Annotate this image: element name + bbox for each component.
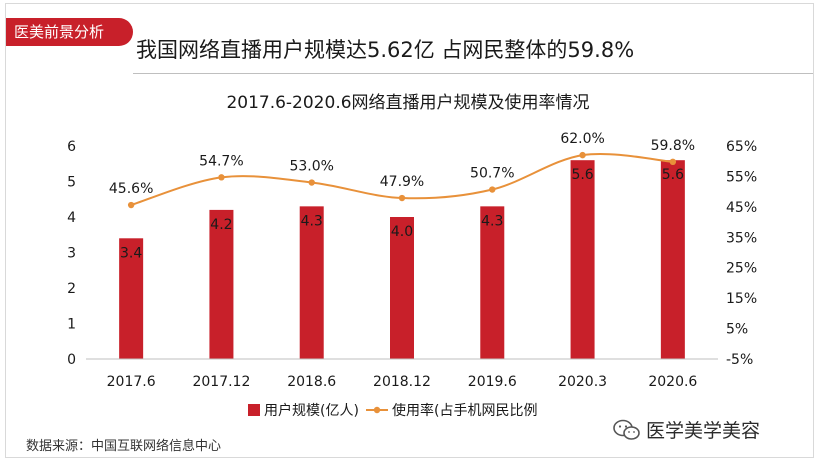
line-data-label: 45.6% — [109, 181, 153, 197]
x-tick-label: 2017.12 — [192, 374, 250, 390]
y-right-tick-label: 65% — [726, 139, 757, 155]
x-tick-label: 2020.3 — [558, 374, 607, 390]
line-point — [218, 174, 225, 181]
y-right-tick-label: -5% — [726, 352, 753, 368]
bar-data-label: 4.3 — [301, 213, 323, 229]
legend-swatch-bar — [248, 404, 260, 416]
line-point — [489, 186, 496, 193]
bar — [660, 160, 685, 359]
y-left-tick-label: 2 — [67, 281, 76, 297]
legend-swatch-point — [373, 406, 381, 414]
line-data-label: 47.9% — [380, 174, 424, 190]
y-left-tick-label: 3 — [67, 246, 76, 262]
line-data-label: 50.7% — [470, 166, 514, 182]
line-data-label: 53.0% — [289, 159, 333, 175]
line-point — [579, 151, 586, 159]
legend: 用户规模(亿人) 使用率(占手机网民比例 — [248, 402, 537, 419]
y-left-tick-label: 1 — [67, 317, 76, 333]
x-tick-label: 2017.6 — [107, 374, 156, 390]
x-tick-label: 2018.12 — [373, 374, 431, 390]
bar — [209, 209, 234, 359]
legend-label-bar: 用户规模(亿人) — [264, 402, 359, 419]
line-data-label: 59.8% — [651, 138, 695, 154]
bar-data-label: 5.6 — [571, 167, 593, 183]
x-tick-label: 2020.6 — [648, 374, 697, 390]
bar-data-label: 4.3 — [481, 213, 503, 229]
chart-title: 2017.6-2020.6网络直播用户规模及使用率情况 — [226, 92, 589, 113]
image-frame — [5, 3, 814, 458]
y-right-tick-label: 25% — [726, 261, 757, 277]
y-left-tick-label: 5 — [67, 175, 76, 191]
wechat-icon — [613, 419, 640, 440]
y-left-tick-label: 0 — [67, 352, 76, 368]
section-tag: 医美前景分析 — [6, 18, 133, 46]
y-left-tick-label: 6 — [67, 139, 76, 155]
headline-divider — [133, 73, 813, 74]
line-point — [308, 179, 315, 186]
line-data-label: 62.0% — [560, 131, 604, 147]
y-right-tick-label: 15% — [726, 291, 757, 307]
bar — [299, 206, 324, 359]
bar-data-label: 5.6 — [662, 167, 684, 183]
y-right-tick-label: 55% — [726, 169, 757, 185]
bar-data-label: 4.2 — [210, 217, 232, 233]
bar — [480, 206, 505, 359]
y-left-tick-label: 4 — [67, 210, 76, 226]
line-point — [669, 158, 677, 166]
bar-data-label: 3.4 — [120, 245, 142, 261]
data-source: 数据来源：中国互联网络信息中心 — [26, 439, 222, 454]
page-headline: 我国网络直播用户规模达5.62亿 占网民整体的59.8% — [136, 38, 635, 62]
watermark: 医学美学美容 — [612, 416, 760, 443]
y-right-tick-label: 5% — [726, 322, 748, 338]
legend-label-line: 使用率(占手机网民比例 — [392, 402, 537, 419]
x-tick-label: 2018.6 — [287, 374, 336, 390]
line-point — [398, 194, 406, 202]
bar — [570, 160, 595, 359]
line-point — [127, 201, 135, 209]
line-data-label: 54.7% — [199, 153, 243, 169]
bar — [119, 238, 144, 359]
y-right-tick-label: 45% — [726, 200, 757, 216]
bar-data-label: 4.0 — [391, 224, 413, 240]
x-tick-label: 2019.6 — [468, 374, 517, 390]
y-right-tick-label: 35% — [726, 230, 757, 246]
watermark-text: 医学美学美容 — [646, 420, 761, 442]
bar — [390, 217, 414, 359]
